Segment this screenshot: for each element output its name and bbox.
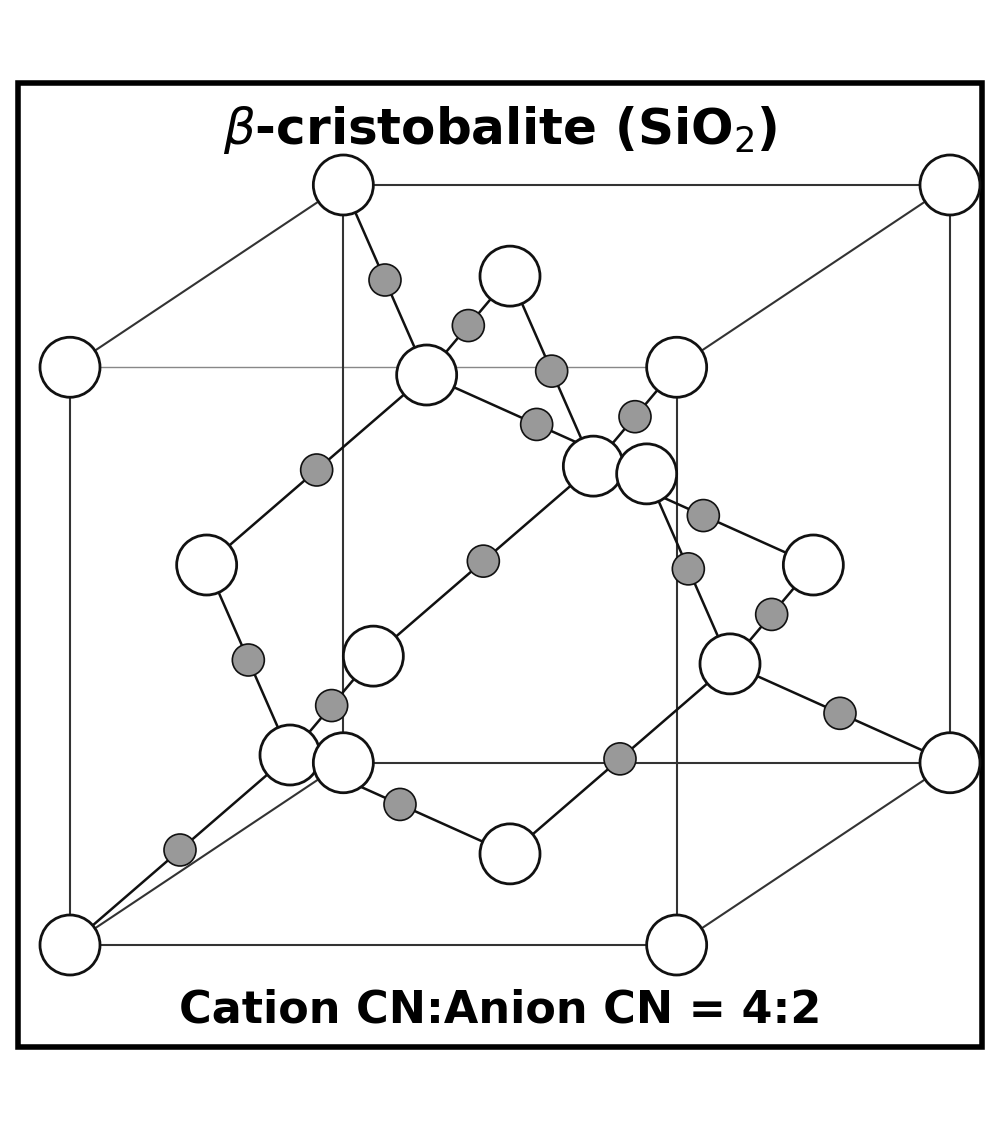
Circle shape <box>260 725 320 785</box>
Circle shape <box>619 401 651 433</box>
Circle shape <box>604 742 636 775</box>
Circle shape <box>40 915 100 975</box>
Text: Cation CN:Anion CN = 4:2: Cation CN:Anion CN = 4:2 <box>179 989 821 1032</box>
Circle shape <box>369 264 401 296</box>
Circle shape <box>301 454 333 486</box>
Circle shape <box>920 155 980 215</box>
Circle shape <box>313 155 373 215</box>
Circle shape <box>316 689 348 722</box>
Circle shape <box>756 599 788 631</box>
Circle shape <box>164 834 196 866</box>
Text: $\beta$-cristobalite (SiO$_2$): $\beta$-cristobalite (SiO$_2$) <box>223 104 777 156</box>
Circle shape <box>783 534 843 596</box>
Circle shape <box>467 545 499 577</box>
Circle shape <box>672 553 704 585</box>
Circle shape <box>521 408 553 441</box>
Circle shape <box>700 634 760 694</box>
Circle shape <box>920 732 980 793</box>
Circle shape <box>177 534 237 596</box>
Circle shape <box>647 337 707 398</box>
Circle shape <box>647 915 707 975</box>
FancyBboxPatch shape <box>18 82 982 1048</box>
Circle shape <box>384 789 416 820</box>
Circle shape <box>313 732 373 793</box>
Circle shape <box>343 626 403 686</box>
Circle shape <box>824 697 856 729</box>
Circle shape <box>232 644 264 676</box>
Circle shape <box>480 824 540 884</box>
Circle shape <box>397 345 457 405</box>
Circle shape <box>617 444 677 504</box>
Circle shape <box>480 246 540 306</box>
Circle shape <box>687 499 719 531</box>
Circle shape <box>452 310 484 341</box>
Circle shape <box>536 355 568 388</box>
Circle shape <box>563 436 623 496</box>
Circle shape <box>40 337 100 398</box>
